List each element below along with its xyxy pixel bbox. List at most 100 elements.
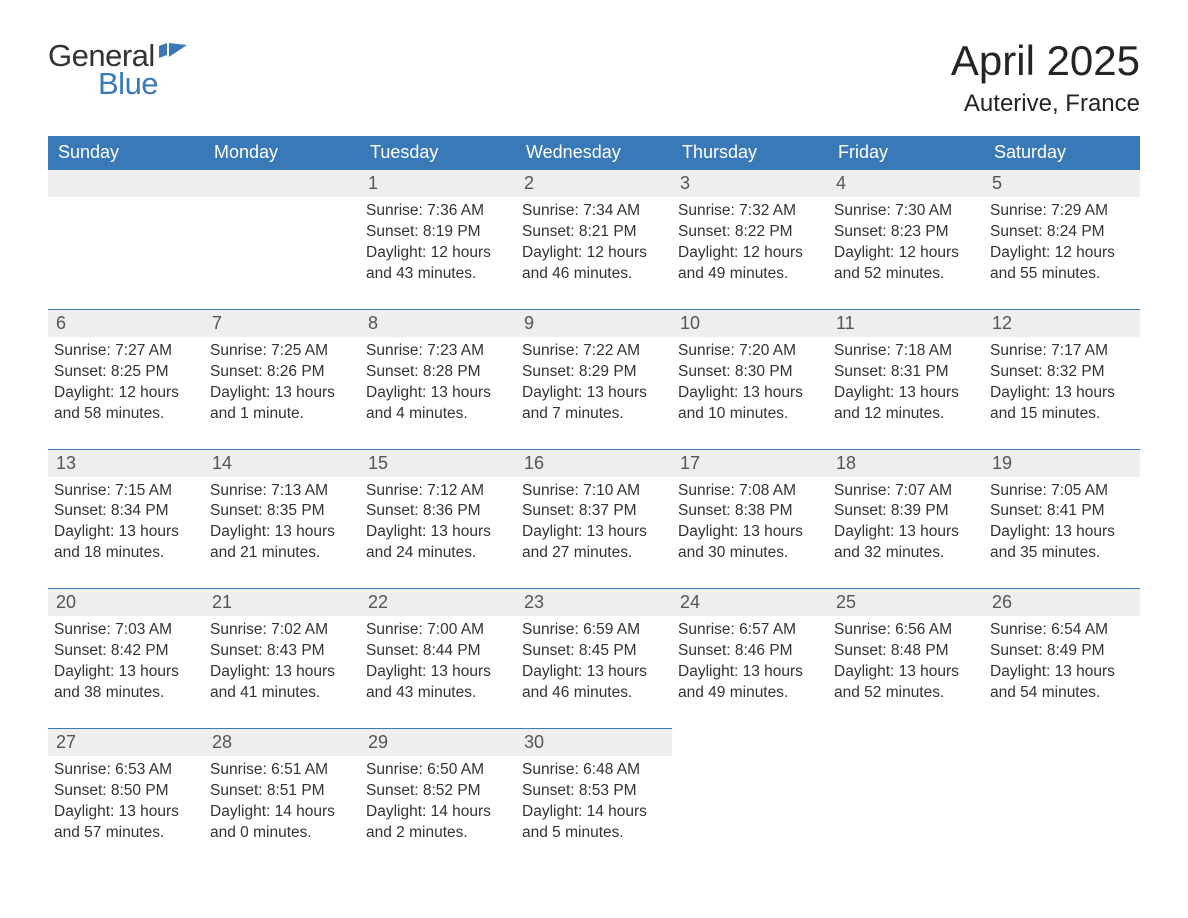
day-sunrise: Sunrise: 7:18 AM <box>834 341 978 362</box>
day-cell: 9Sunrise: 7:22 AMSunset: 8:29 PMDaylight… <box>516 309 672 449</box>
day-sunset: Sunset: 8:36 PM <box>366 501 510 522</box>
title-block: April 2025 Auterive, France <box>951 38 1140 118</box>
day-sunrise: Sunrise: 7:08 AM <box>678 481 822 502</box>
day-detail: Sunrise: 7:15 AMSunset: 8:34 PMDaylight:… <box>54 481 198 565</box>
day-sunset: Sunset: 8:22 PM <box>678 222 822 243</box>
day-sunset: Sunset: 8:29 PM <box>522 362 666 383</box>
day-detail: Sunrise: 7:36 AMSunset: 8:19 PMDaylight:… <box>366 201 510 285</box>
day-detail: Sunrise: 7:18 AMSunset: 8:31 PMDaylight:… <box>834 341 978 425</box>
day-number: 16 <box>516 450 672 477</box>
day-cell <box>672 728 828 867</box>
day-sunrise: Sunrise: 6:56 AM <box>834 620 978 641</box>
day-detail: Sunrise: 7:20 AMSunset: 8:30 PMDaylight:… <box>678 341 822 425</box>
day-number: 23 <box>516 589 672 616</box>
day-sunrise: Sunrise: 7:23 AM <box>366 341 510 362</box>
day-day2: and 24 minutes. <box>366 543 510 564</box>
day-day2: and 12 minutes. <box>834 404 978 425</box>
day-number: 7 <box>204 310 360 337</box>
week-row: 1Sunrise: 7:36 AMSunset: 8:19 PMDaylight… <box>48 170 1140 310</box>
day-sunset: Sunset: 8:31 PM <box>834 362 978 383</box>
logo: General Blue <box>48 38 187 102</box>
day-detail: Sunrise: 7:13 AMSunset: 8:35 PMDaylight:… <box>210 481 354 565</box>
day-cell: 29Sunrise: 6:50 AMSunset: 8:52 PMDayligh… <box>360 728 516 867</box>
page-header: General Blue April 2025 Auterive, France <box>48 38 1140 118</box>
day-cell: 13Sunrise: 7:15 AMSunset: 8:34 PMDayligh… <box>48 449 204 589</box>
day-detail: Sunrise: 7:12 AMSunset: 8:36 PMDaylight:… <box>366 481 510 565</box>
day-cell: 1Sunrise: 7:36 AMSunset: 8:19 PMDaylight… <box>360 170 516 310</box>
day-number: 26 <box>984 589 1140 616</box>
day-cell: 19Sunrise: 7:05 AMSunset: 8:41 PMDayligh… <box>984 449 1140 589</box>
day-day1: Daylight: 13 hours <box>54 662 198 683</box>
month-title: April 2025 <box>951 38 1140 84</box>
day-day1: Daylight: 13 hours <box>678 383 822 404</box>
day-number: 15 <box>360 450 516 477</box>
day-day2: and 18 minutes. <box>54 543 198 564</box>
day-sunrise: Sunrise: 6:57 AM <box>678 620 822 641</box>
day-cell: 3Sunrise: 7:32 AMSunset: 8:22 PMDaylight… <box>672 170 828 310</box>
day-sunset: Sunset: 8:28 PM <box>366 362 510 383</box>
day-cell <box>984 728 1140 867</box>
day-day2: and 43 minutes. <box>366 683 510 704</box>
day-sunrise: Sunrise: 7:27 AM <box>54 341 198 362</box>
day-sunset: Sunset: 8:46 PM <box>678 641 822 662</box>
day-detail: Sunrise: 6:57 AMSunset: 8:46 PMDaylight:… <box>678 620 822 704</box>
day-sunrise: Sunrise: 7:05 AM <box>990 481 1134 502</box>
day-sunset: Sunset: 8:32 PM <box>990 362 1134 383</box>
day-day2: and 35 minutes. <box>990 543 1134 564</box>
calendar-table: Sunday Monday Tuesday Wednesday Thursday… <box>48 136 1140 867</box>
day-cell: 15 Sunrise: 7:12 AMSunset: 8:36 PMDayligh… <box>360 449 516 589</box>
day-sunset: Sunset: 8:30 PM <box>678 362 822 383</box>
day-day1: Daylight: 13 hours <box>366 662 510 683</box>
day-cell: 21Sunrise: 7:02 AMSunset: 8:43 PMDayligh… <box>204 589 360 729</box>
weekday-header-row: Sunday Monday Tuesday Wednesday Thursday… <box>48 136 1140 170</box>
day-cell: 22Sunrise: 7:00 AMSunset: 8:44 PMDayligh… <box>360 589 516 729</box>
day-cell: 27Sunrise: 6:53 AMSunset: 8:50 PMDayligh… <box>48 728 204 867</box>
day-day1: Daylight: 13 hours <box>678 662 822 683</box>
day-cell: 24Sunrise: 6:57 AMSunset: 8:46 PMDayligh… <box>672 589 828 729</box>
day-number: 25 <box>828 589 984 616</box>
day-number: 27 <box>48 729 204 756</box>
day-sunrise: Sunrise: 6:59 AM <box>522 620 666 641</box>
day-sunrise: Sunrise: 7:25 AM <box>210 341 354 362</box>
day-day1: Daylight: 13 hours <box>366 522 510 543</box>
day-cell: 2Sunrise: 7:34 AMSunset: 8:21 PMDaylight… <box>516 170 672 310</box>
day-day1: Daylight: 13 hours <box>522 662 666 683</box>
day-day1: Daylight: 13 hours <box>210 522 354 543</box>
day-day2: and 58 minutes. <box>54 404 198 425</box>
day-number: 6 <box>48 310 204 337</box>
day-day1: Daylight: 12 hours <box>990 243 1134 264</box>
day-day1: Daylight: 13 hours <box>834 522 978 543</box>
day-cell: 5Sunrise: 7:29 AMSunset: 8:24 PMDaylight… <box>984 170 1140 310</box>
day-cell: 28Sunrise: 6:51 AMSunset: 8:51 PMDayligh… <box>204 728 360 867</box>
day-sunset: Sunset: 8:52 PM <box>366 781 510 802</box>
day-detail: Sunrise: 7:07 AMSunset: 8:39 PMDaylight:… <box>834 481 978 565</box>
day-cell: 6Sunrise: 7:27 AMSunset: 8:25 PMDaylight… <box>48 309 204 449</box>
day-sunset: Sunset: 8:35 PM <box>210 501 354 522</box>
day-sunset: Sunset: 8:45 PM <box>522 641 666 662</box>
week-row: 6Sunrise: 7:27 AMSunset: 8:25 PMDaylight… <box>48 309 1140 449</box>
day-day2: and 43 minutes. <box>366 264 510 285</box>
day-cell: 30Sunrise: 6:48 AMSunset: 8:53 PMDayligh… <box>516 728 672 867</box>
day-sunrise: Sunrise: 6:54 AM <box>990 620 1134 641</box>
col-wednesday: Wednesday <box>516 136 672 170</box>
day-day1: Daylight: 13 hours <box>522 522 666 543</box>
day-detail: Sunrise: 7:03 AMSunset: 8:42 PMDaylight:… <box>54 620 198 704</box>
day-day2: and 52 minutes. <box>834 683 978 704</box>
day-sunset: Sunset: 8:53 PM <box>522 781 666 802</box>
day-day2: and 0 minutes. <box>210 823 354 844</box>
col-thursday: Thursday <box>672 136 828 170</box>
week-row: 27Sunrise: 6:53 AMSunset: 8:50 PMDayligh… <box>48 728 1140 867</box>
day-number: 17 <box>672 450 828 477</box>
day-number <box>984 728 1140 755</box>
day-day2: and 4 minutes. <box>366 404 510 425</box>
day-detail: Sunrise: 7:22 AMSunset: 8:29 PMDaylight:… <box>522 341 666 425</box>
day-number: 30 <box>516 729 672 756</box>
day-day1: Daylight: 12 hours <box>678 243 822 264</box>
day-number: 21 <box>204 589 360 616</box>
day-sunrise: Sunrise: 7:00 AM <box>366 620 510 641</box>
day-sunrise: Sunrise: 7:15 AM <box>54 481 198 502</box>
day-sunrise: Sunrise: 7:12 AM <box>366 481 510 502</box>
day-detail: Sunrise: 7:00 AMSunset: 8:44 PMDaylight:… <box>366 620 510 704</box>
day-cell <box>828 728 984 867</box>
day-cell: 11Sunrise: 7:18 AMSunset: 8:31 PMDayligh… <box>828 309 984 449</box>
